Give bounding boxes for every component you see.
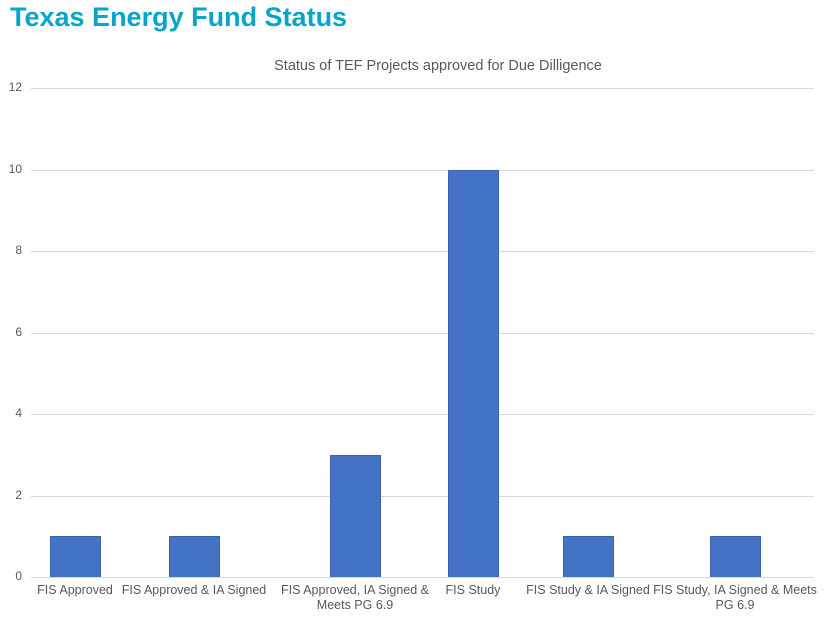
y-tick-label: 6 <box>15 324 22 339</box>
gridline <box>31 495 814 497</box>
gridline <box>31 88 814 89</box>
y-tick-label: 0 <box>15 569 22 583</box>
gridline <box>31 414 814 415</box>
gridline <box>31 169 814 171</box>
y-tick-label: 10 <box>8 161 22 176</box>
bar <box>168 536 220 577</box>
x-category-label: FIS Approved & IA Signed <box>121 583 267 597</box>
y-tick-label: 8 <box>15 243 22 257</box>
bar <box>709 536 761 577</box>
y-tick-label: 2 <box>15 487 22 502</box>
x-category-label: FIS Study & IA Signed <box>526 583 650 597</box>
x-category-label: FIS Approved, IA Signed & Meets PG 6.9 <box>280 583 429 612</box>
bar <box>49 536 101 577</box>
page-title: Texas Energy Fund Status <box>10 2 348 32</box>
x-category-label: FIS Study, IA Signed & Meets PG 6.9 <box>653 583 817 612</box>
y-tick-label: 4 <box>15 406 22 420</box>
y-tick-label: 12 <box>8 80 22 94</box>
x-category-label: FIS Approved <box>37 583 113 597</box>
bar <box>562 536 614 577</box>
plot-area <box>31 88 814 578</box>
chart-title: Status of TEF Projects approved for Due … <box>274 58 602 74</box>
x-category-label: FIS Study <box>445 583 501 597</box>
x-axis-line <box>31 577 814 578</box>
gridline <box>31 332 814 334</box>
bar <box>447 169 499 577</box>
gridline <box>31 251 814 252</box>
bar <box>329 454 381 577</box>
